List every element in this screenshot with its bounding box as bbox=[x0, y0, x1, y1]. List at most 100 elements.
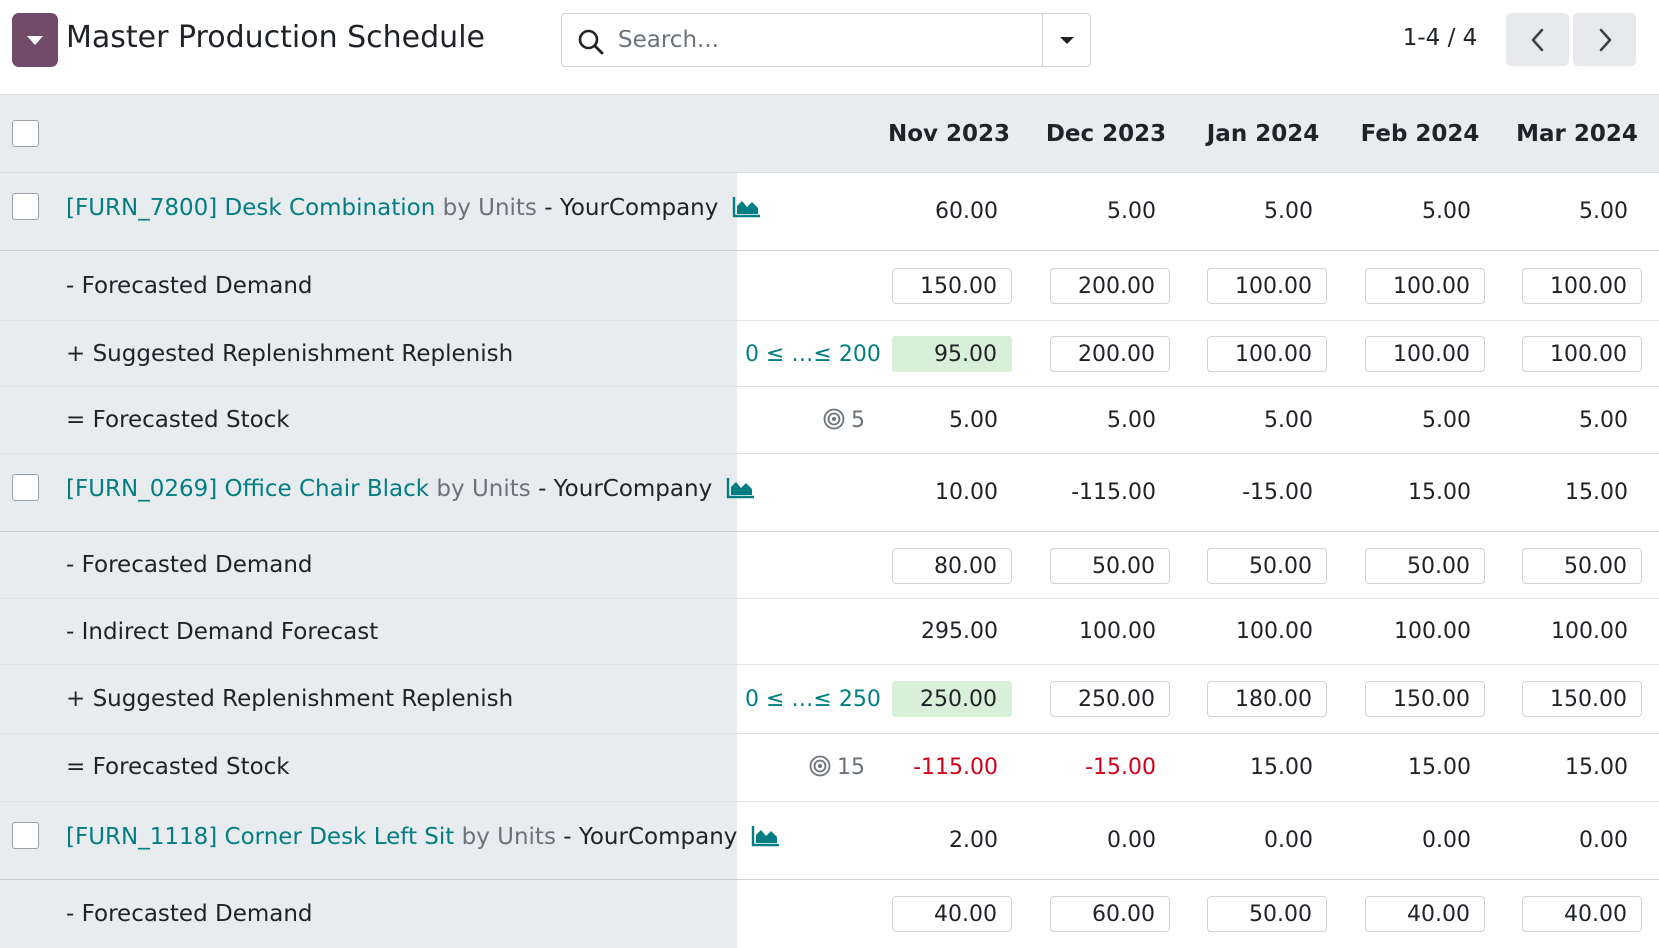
replenishment-input[interactable]: 200.00 bbox=[1050, 336, 1170, 372]
demand-input[interactable]: 80.00 bbox=[892, 548, 1012, 584]
area-chart-icon[interactable] bbox=[726, 477, 756, 499]
product-row: [FURN_7800] Desk Combination by Units - … bbox=[0, 173, 1659, 251]
replenishment-input[interactable]: 100.00 bbox=[1207, 336, 1327, 372]
indirect-demand-row: - Indirect Demand Forecast 295.00 100.00… bbox=[0, 599, 1659, 665]
area-chart-icon[interactable] bbox=[732, 196, 762, 218]
line-label: = Forecasted Stock bbox=[66, 407, 290, 433]
pager-value[interactable]: 1-4 / 4 bbox=[1402, 25, 1478, 51]
replenishment-input[interactable]: 95.00 bbox=[892, 336, 1012, 372]
suggested-replenishment-row: + Suggested Replenishment Replenish 0 ≤ … bbox=[0, 321, 1659, 387]
total-cell: 15.00 bbox=[1565, 480, 1628, 505]
total-cell: 10.00 bbox=[935, 480, 998, 505]
demand-input[interactable]: 100.00 bbox=[1207, 268, 1327, 304]
column-header: Nov 2023 bbox=[887, 121, 1011, 147]
safety-stock[interactable]: 5 bbox=[790, 408, 865, 433]
safety-stock-value: 15 bbox=[837, 755, 865, 780]
product-label: [FURN_7800] Desk Combination by Units - … bbox=[66, 195, 762, 221]
stock-cell: 15.00 bbox=[1408, 755, 1471, 780]
indirect-demand-cell: 100.00 bbox=[1551, 619, 1628, 644]
demand-input[interactable]: 150.00 bbox=[892, 268, 1012, 304]
total-cell: -15.00 bbox=[1242, 480, 1313, 505]
replenishment-input[interactable]: 100.00 bbox=[1365, 336, 1485, 372]
column-header: Mar 2024 bbox=[1516, 121, 1638, 147]
select-all-checkbox[interactable] bbox=[12, 120, 39, 147]
line-label: + Suggested Replenishment Replenish bbox=[66, 341, 514, 367]
safety-stock-value: 5 bbox=[851, 408, 865, 433]
product-company: - YourCompany bbox=[538, 476, 713, 502]
product-company: - YourCompany bbox=[544, 195, 719, 221]
suggested-replenishment-row: + Suggested Replenishment Replenish 0 ≤ … bbox=[0, 665, 1659, 734]
target-icon bbox=[809, 755, 831, 777]
replenishment-input[interactable]: 150.00 bbox=[1522, 681, 1642, 717]
product-checkbox[interactable] bbox=[12, 193, 39, 220]
line-label: - Forecasted Demand bbox=[66, 273, 313, 299]
demand-input[interactable]: 200.00 bbox=[1050, 268, 1170, 304]
total-cell: 5.00 bbox=[1264, 199, 1313, 224]
pager-previous-button[interactable] bbox=[1506, 13, 1569, 66]
search-options-toggle[interactable] bbox=[1043, 14, 1091, 66]
line-label: - Forecasted Demand bbox=[66, 552, 313, 578]
stock-cell: 15.00 bbox=[1565, 755, 1628, 780]
demand-input[interactable]: 40.00 bbox=[1365, 896, 1485, 932]
indirect-demand-cell: 100.00 bbox=[1394, 619, 1471, 644]
stock-cell-negative: -115.00 bbox=[913, 755, 998, 780]
total-cell: 0.00 bbox=[1107, 828, 1156, 853]
safety-stock[interactable]: 15 bbox=[790, 755, 865, 780]
total-cell: 5.00 bbox=[1107, 199, 1156, 224]
demand-input[interactable]: 50.00 bbox=[1365, 548, 1485, 584]
demand-input[interactable]: 50.00 bbox=[1207, 548, 1327, 584]
line-label: - Indirect Demand Forecast bbox=[66, 619, 379, 645]
total-cell: -115.00 bbox=[1071, 480, 1156, 505]
demand-input[interactable]: 50.00 bbox=[1207, 896, 1327, 932]
product-link[interactable]: [FURN_7800] Desk Combination bbox=[66, 195, 436, 221]
search-icon bbox=[578, 29, 604, 55]
product-uom: by Units bbox=[442, 195, 537, 221]
search-input[interactable] bbox=[618, 22, 1018, 58]
product-checkbox[interactable] bbox=[12, 822, 39, 849]
product-checkbox[interactable] bbox=[12, 474, 39, 501]
indirect-demand-cell: 295.00 bbox=[921, 619, 998, 644]
page-title: Master Production Schedule bbox=[66, 20, 485, 55]
total-cell: 0.00 bbox=[1264, 828, 1313, 853]
caret-down-icon bbox=[1060, 36, 1074, 44]
grid-header: Nov 2023 Dec 2023 Jan 2024 Feb 2024 Mar … bbox=[0, 95, 1659, 173]
replenishment-input[interactable]: 250.00 bbox=[1050, 681, 1170, 717]
total-cell: 15.00 bbox=[1408, 480, 1471, 505]
demand-input[interactable]: 40.00 bbox=[892, 896, 1012, 932]
replenishment-input[interactable]: 150.00 bbox=[1365, 681, 1485, 717]
actions-menu-button[interactable] bbox=[12, 13, 58, 67]
stock-cell: 5.00 bbox=[1579, 408, 1628, 433]
forecasted-stock-row: = Forecasted Stock 15 -115.00 -15.00 15.… bbox=[0, 734, 1659, 802]
total-cell: 5.00 bbox=[1422, 199, 1471, 224]
demand-input[interactable]: 50.00 bbox=[1050, 548, 1170, 584]
pager-next-button[interactable] bbox=[1573, 13, 1636, 66]
product-link[interactable]: [FURN_0269] Office Chair Black bbox=[66, 476, 430, 502]
product-link[interactable]: [FURN_1118] Corner Desk Left Sit bbox=[66, 824, 455, 850]
control-panel: Master Production Schedule 1-4 / 4 bbox=[0, 0, 1659, 94]
caret-down-icon bbox=[27, 35, 43, 45]
demand-input[interactable]: 100.00 bbox=[1522, 268, 1642, 304]
replenishment-input[interactable]: 180.00 bbox=[1207, 681, 1327, 717]
stock-cell: 5.00 bbox=[949, 408, 998, 433]
indirect-demand-cell: 100.00 bbox=[1079, 619, 1156, 644]
area-chart-icon[interactable] bbox=[751, 825, 781, 847]
stock-cell: 5.00 bbox=[1422, 408, 1471, 433]
demand-input[interactable]: 100.00 bbox=[1365, 268, 1485, 304]
demand-input[interactable]: 50.00 bbox=[1522, 548, 1642, 584]
stock-cell: 5.00 bbox=[1107, 408, 1156, 433]
replenishment-input[interactable]: 250.00 bbox=[892, 681, 1012, 717]
search-divider bbox=[1042, 14, 1043, 66]
product-row: [FURN_1118] Corner Desk Left Sit by Unit… bbox=[0, 802, 1659, 880]
forecasted-stock-row: = Forecasted Stock 5 5.00 5.00 5.00 5.00… bbox=[0, 387, 1659, 454]
replenishment-input[interactable]: 100.00 bbox=[1522, 336, 1642, 372]
product-company: - YourCompany bbox=[563, 824, 738, 850]
stock-cell: 5.00 bbox=[1264, 408, 1313, 433]
total-cell: 2.00 bbox=[949, 828, 998, 853]
demand-input[interactable]: 40.00 bbox=[1522, 896, 1642, 932]
product-label: [FURN_1118] Corner Desk Left Sit by Unit… bbox=[66, 824, 781, 850]
replenishment-bounds-link[interactable]: 0 ≤ …≤ 200 bbox=[745, 342, 881, 367]
replenishment-bounds-link[interactable]: 0 ≤ …≤ 250 bbox=[745, 687, 881, 712]
chevron-right-icon bbox=[1599, 28, 1611, 51]
forecasted-demand-row: - Forecasted Demand 40.00 60.00 50.00 40… bbox=[0, 880, 1659, 948]
demand-input[interactable]: 60.00 bbox=[1050, 896, 1170, 932]
